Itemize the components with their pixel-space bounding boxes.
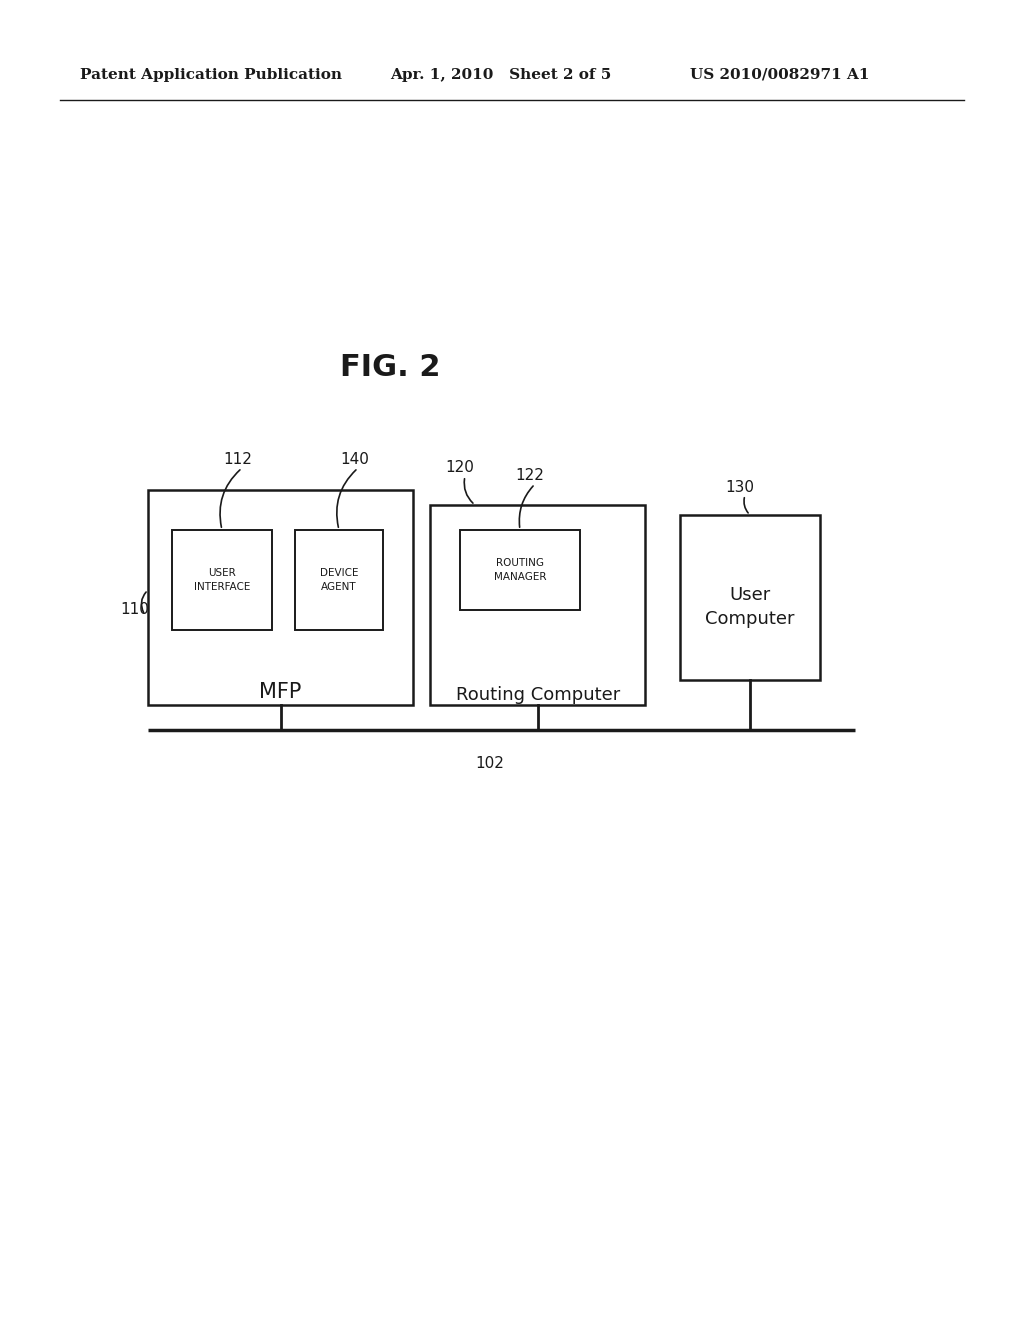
Text: 110: 110 bbox=[121, 602, 150, 618]
Text: ROUTING
MANAGER: ROUTING MANAGER bbox=[494, 558, 546, 582]
Text: US 2010/0082971 A1: US 2010/0082971 A1 bbox=[690, 69, 869, 82]
Text: Apr. 1, 2010   Sheet 2 of 5: Apr. 1, 2010 Sheet 2 of 5 bbox=[390, 69, 611, 82]
Text: DEVICE
AGENT: DEVICE AGENT bbox=[319, 569, 358, 591]
Bar bbox=[430, 506, 645, 705]
Bar bbox=[172, 531, 272, 630]
Bar bbox=[295, 531, 383, 630]
Text: MFP: MFP bbox=[259, 682, 301, 702]
Text: Patent Application Publication: Patent Application Publication bbox=[80, 69, 342, 82]
Text: 122: 122 bbox=[515, 469, 545, 483]
Text: USER
INTERFACE: USER INTERFACE bbox=[194, 569, 250, 591]
Text: 140: 140 bbox=[341, 453, 370, 467]
Bar bbox=[680, 515, 820, 680]
Text: User
Computer: User Computer bbox=[706, 586, 795, 628]
Text: 102: 102 bbox=[475, 755, 505, 771]
Text: Routing Computer: Routing Computer bbox=[456, 686, 621, 704]
Text: 112: 112 bbox=[223, 453, 253, 467]
Text: 130: 130 bbox=[725, 479, 755, 495]
Text: 120: 120 bbox=[445, 461, 474, 475]
Bar bbox=[148, 490, 413, 705]
Bar bbox=[460, 531, 580, 610]
Text: FIG. 2: FIG. 2 bbox=[340, 354, 440, 383]
